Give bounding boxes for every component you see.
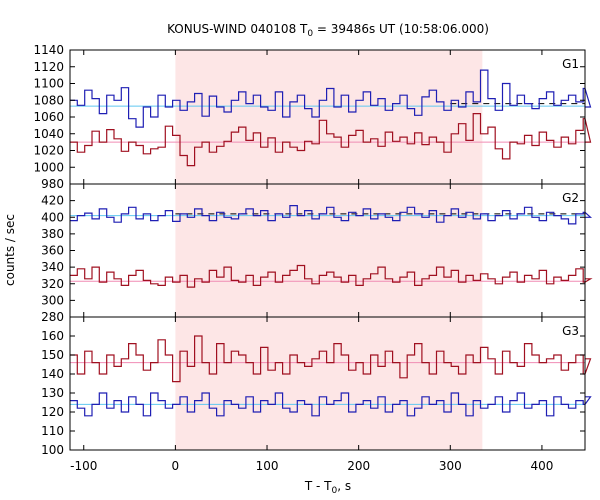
y-tick-label: 340 <box>41 260 64 274</box>
y-tick-label: 980 <box>41 177 64 191</box>
panel-label: G1 <box>562 57 579 71</box>
y-tick-label: 110 <box>41 424 64 438</box>
y-tick-label: 300 <box>41 293 64 307</box>
y-tick-label: 400 <box>41 210 64 224</box>
panel-g1: 980 1000 1020 1040 1060 1080 1100 1120 1140 G1 <box>33 43 592 191</box>
series-blue-step-line <box>70 392 592 417</box>
y-tick-label: 120 <box>41 405 64 419</box>
y-tick-label: 1040 <box>33 127 64 141</box>
x-axis-title: T - T0, s <box>304 479 351 496</box>
panel-frame <box>69 316 586 451</box>
series-red-step-line <box>70 264 593 288</box>
y-tick-label: 1020 <box>33 144 64 158</box>
y-tick-label: 1100 <box>33 77 64 91</box>
plot-area: 98010001020104010601080110011201140G1280… <box>33 43 593 473</box>
y-tick-label: 1000 <box>33 160 64 174</box>
x-tick-label: 0 <box>172 459 180 473</box>
x-axis-title-suffix: , s <box>337 479 351 493</box>
y-tick-label: 1140 <box>33 43 64 57</box>
y-tick-label: 100 <box>41 443 64 457</box>
chart-title-prefix: KONUS-WIND 040108 T <box>167 22 308 36</box>
y-tick-label: 1120 <box>33 60 64 74</box>
series-blue-step-line <box>70 205 593 225</box>
series-blue-step-line <box>70 69 592 128</box>
series-red-step-line <box>70 335 592 383</box>
y-axis-title: counts / sec <box>3 214 17 286</box>
panel-label: G3 <box>562 324 579 338</box>
series-red-step-line <box>70 113 592 167</box>
y-tick-label: 320 <box>41 277 64 291</box>
y-tick-label: 150 <box>41 348 64 362</box>
x-tick-label: 400 <box>530 459 553 473</box>
x-tick-label: 200 <box>347 459 370 473</box>
y-tick-label: 280 <box>41 310 64 324</box>
x-tick-label: 300 <box>439 459 462 473</box>
chart-title-subscript: 0 <box>307 29 313 39</box>
x-tick-label: 100 <box>256 459 279 473</box>
panel-g3: 100 110 120 130 140 150 160 G3 <box>41 316 592 457</box>
y-tick-label: 360 <box>41 244 64 258</box>
x-axis-title-subscript: 0 <box>332 486 338 496</box>
chart-title-suffix: = 39486s UT (10:58:06.000) <box>313 22 489 36</box>
y-tick-label: 1060 <box>33 110 64 124</box>
x-axis-title-prefix: T - T <box>304 479 332 493</box>
y-tick-label: 140 <box>41 367 64 381</box>
y-tick-label: 420 <box>41 194 64 208</box>
y-tick-label: 130 <box>41 386 64 400</box>
highlight-interval <box>175 50 483 450</box>
y-tick-label: 380 <box>41 227 64 241</box>
panel-label: G2 <box>562 191 579 205</box>
y-tick-label: 1080 <box>33 93 64 107</box>
x-tick-label: -100 <box>70 459 97 473</box>
chart-title: KONUS-WIND 040108 T0 = 39486s UT (10:58:… <box>167 22 489 39</box>
panel-g2: 280 300 320 340 360 380 400 420 G2 <box>41 183 593 324</box>
y-tick-label: 160 <box>41 329 64 343</box>
